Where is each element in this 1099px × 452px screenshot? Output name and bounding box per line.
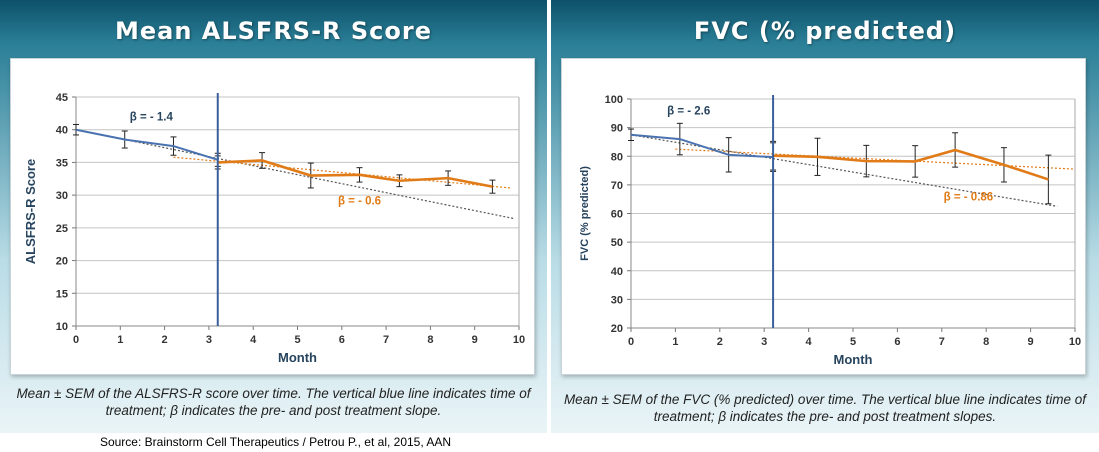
y-axis-label: ALSFRS-R Score [23, 159, 38, 264]
pre-slope-annotation: β = - 2.6 [667, 106, 710, 118]
y-tick-label: 35 [56, 157, 68, 169]
x-tick-label: 5 [850, 336, 856, 348]
x-tick-label: 3 [206, 334, 212, 346]
pre-slope-annotation: β = - 1.4 [130, 112, 174, 124]
post-treatment-line [217, 159, 493, 188]
y-axis-label: FVC (% predicted) [579, 166, 591, 261]
source-note: Source: Brainstorm Cell Therapeutics / P… [99, 435, 452, 449]
x-tick-label: 8 [983, 336, 989, 348]
y-tick-label: 45 [56, 92, 68, 104]
y-tick-label: 60 [611, 209, 623, 221]
fvc-chart-box: 20 30 40 50 60 70 80 90 100 0 1 2 3 4 5 6 7 8 9 10 Month FVC … [561, 58, 1086, 375]
alsfrs-chart-box: 10 15 20 25 30 35 40 45 0 1 2 3 4 5 6 7 8 9 10 Month ALSFRS-… [10, 58, 535, 375]
post-trendline [675, 148, 1076, 170]
chart-title: Mean ALSFRS-R Score [114, 17, 433, 45]
y-tick-label: 90 [611, 123, 623, 135]
x-tick-label: 3 [761, 336, 767, 348]
pre-trendline [75, 129, 515, 220]
y-tick-label: 70 [611, 180, 623, 192]
pre-treatment-line [75, 128, 219, 161]
x-tick-label: 6 [894, 336, 900, 348]
y-tick-label: 100 [605, 94, 623, 106]
chart-caption: Mean ± SEM of the ALSFRS-R score over ti… [16, 386, 531, 418]
y-tick-label: 20 [56, 256, 68, 268]
fvc-panel: FVC (% predicted) 20 30 40 50 60 70 80 90 100 0 1 2… [551, 0, 1099, 433]
alsfrs-panel: Mean ALSFRS-R Score 10 15 20 25 30 35 40 45 0 1 2 3… [0, 0, 547, 433]
pre-treatment-line [630, 133, 774, 159]
x-tick-label: 4 [806, 336, 813, 348]
y-tick-label: 80 [611, 151, 623, 163]
y-tick-label: 20 [611, 323, 623, 335]
x-tick-label: 7 [383, 334, 389, 346]
x-axis-label: Month [278, 350, 317, 365]
x-tick-label: 6 [339, 334, 345, 346]
x-tick-label: 10 [513, 334, 525, 346]
y-tick-label: 25 [56, 223, 68, 235]
post-slope-annotation: β = - 0.6 [338, 195, 381, 207]
x-tick-label: 7 [939, 336, 945, 348]
x-axis-label: Month [834, 352, 873, 367]
x-tick-label: 0 [73, 334, 79, 346]
y-tick-label: 40 [611, 266, 623, 278]
pre-trendline [630, 134, 1058, 207]
y-tick-label: 10 [56, 321, 68, 333]
x-tick-label: 1 [672, 336, 678, 348]
chart-title: FVC (% predicted) [693, 17, 957, 45]
x-tick-label: 5 [294, 334, 300, 346]
x-tick-label: 9 [472, 334, 478, 346]
x-tick-label: 2 [717, 336, 723, 348]
y-tick-label: 30 [611, 294, 623, 306]
y-tick-label: 15 [56, 288, 68, 300]
x-tick-label: 9 [1028, 336, 1034, 348]
x-tick-label: 1 [117, 334, 123, 346]
x-tick-label: 2 [162, 334, 168, 346]
x-tick-label: 0 [628, 336, 634, 348]
y-tick-label: 50 [611, 237, 623, 249]
y-tick-label: 30 [56, 190, 68, 202]
x-tick-label: 8 [427, 334, 433, 346]
post-slope-annotation: β = - 0.86 [944, 192, 994, 204]
y-tick-label: 40 [56, 125, 68, 137]
post-treatment-line [773, 148, 1049, 181]
fvc-chart: 20 30 40 50 60 70 80 90 100 0 1 2 3 4 5 6 7 8 9 10 Month FVC … [579, 94, 1081, 367]
chart-caption: Mean ± SEM of the FVC (% predicted) over… [563, 392, 1087, 424]
x-tick-label: 10 [1069, 336, 1081, 348]
x-tick-label: 4 [250, 334, 257, 346]
